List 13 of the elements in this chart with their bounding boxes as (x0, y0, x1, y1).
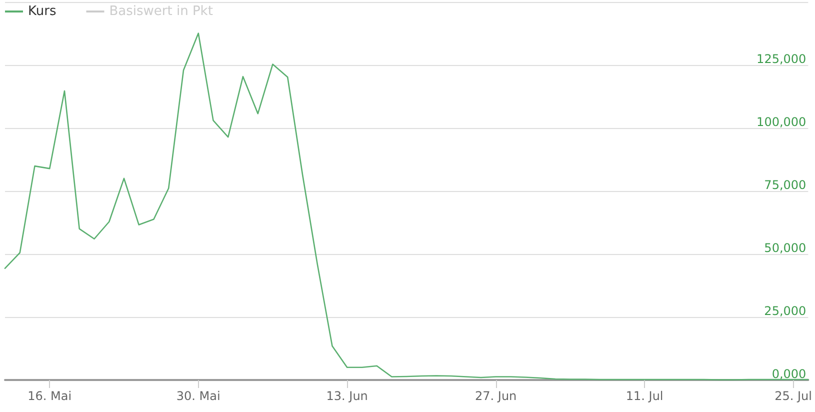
y-tick-label: 75,000 (764, 178, 806, 192)
y-tick-label: 100,000 (756, 115, 806, 129)
x-tick-label: 25. Jul (774, 389, 812, 403)
legend-label: Kurs (28, 4, 56, 19)
y-tick-label: 25,000 (764, 304, 806, 318)
x-tick-label: 13. Jun (326, 389, 368, 403)
y-tick-label: 50,000 (764, 241, 806, 255)
x-tick-label: 11. Jul (626, 389, 664, 403)
y-tick-label: 0,000 (772, 367, 806, 381)
y-tick-label: 125,000 (756, 52, 806, 66)
x-tick-label: 16. Mai (28, 389, 72, 403)
x-tick-label: 27. Jun (475, 389, 517, 403)
x-tick-label: 30. Mai (176, 389, 220, 403)
